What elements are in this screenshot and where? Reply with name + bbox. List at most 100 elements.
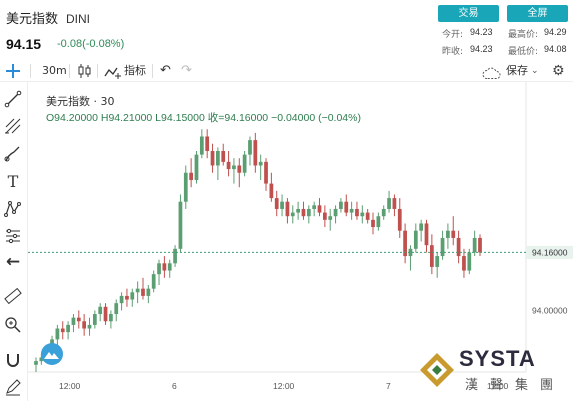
- undo-icon[interactable]: ↶: [160, 63, 171, 78]
- candle-body: [125, 295, 129, 300]
- pencil-lock-icon[interactable]: [3, 377, 23, 397]
- candle-body: [456, 237, 461, 257]
- candle-body: [119, 295, 124, 304]
- pattern-icon[interactable]: [3, 199, 23, 219]
- crosshair-icon[interactable]: [6, 64, 20, 78]
- low-value: 94.08: [544, 44, 567, 54]
- redo-icon[interactable]: ↷: [181, 63, 192, 78]
- candle-body: [66, 324, 70, 333]
- candle-body: [478, 237, 482, 253]
- candles-group: [34, 129, 482, 372]
- candle-body: [339, 201, 343, 209]
- candle-body: [258, 161, 263, 166]
- candle-body: [472, 237, 477, 253]
- candle-body: [199, 136, 204, 155]
- candle-body: [178, 201, 183, 249]
- x-tick-label: 7: [386, 381, 391, 391]
- candle-body: [141, 288, 145, 296]
- candle-body: [146, 288, 151, 296]
- candle-body: [157, 263, 161, 275]
- candle-body: [34, 361, 38, 365]
- symbol-title: 美元指数 DINI: [6, 8, 90, 27]
- toolbar-divider: [69, 64, 70, 78]
- trade-button[interactable]: 交易: [438, 5, 499, 22]
- x-tick-label: 12:00: [59, 381, 81, 391]
- cloud-icon[interactable]: [482, 65, 502, 81]
- candle-body: [71, 317, 76, 325]
- fib-tool-icon[interactable]: [3, 116, 23, 136]
- candle-body: [248, 140, 252, 155]
- magnet-icon[interactable]: [3, 350, 23, 370]
- candle-body: [205, 136, 210, 151]
- interval-button[interactable]: 30m: [42, 64, 67, 77]
- candle-body: [82, 321, 87, 329]
- chevron-down-icon[interactable]: ⌄: [531, 66, 539, 76]
- diamond-logo-icon: [420, 353, 454, 387]
- candle-body: [87, 324, 92, 329]
- candle-body: [403, 230, 407, 257]
- brush-icon[interactable]: [3, 144, 23, 164]
- symbol-code: DINI: [66, 12, 91, 26]
- candle-body: [60, 328, 65, 333]
- candle-body: [226, 161, 231, 170]
- candle-body: [333, 208, 338, 217]
- ohlc-legend: O94.20000 H94.21000 L94.15000 收=94.16000…: [46, 112, 361, 124]
- arrow-left-icon[interactable]: ←: [5, 252, 21, 272]
- candle-body: [92, 314, 97, 325]
- gear-icon[interactable]: ⚙: [552, 63, 565, 79]
- last-price-box: [526, 245, 573, 259]
- candle-body: [183, 172, 188, 202]
- drawing-toolbar: T ←: [0, 82, 28, 401]
- candle-body: [451, 230, 456, 238]
- save-button[interactable]: 保存: [506, 64, 528, 77]
- legend-symbol: 美元指数: [46, 95, 90, 108]
- candle-body: [194, 154, 199, 180]
- text-tool-icon[interactable]: T: [7, 172, 19, 191]
- zoom-in-icon[interactable]: [3, 315, 23, 335]
- indicators-button[interactable]: 指标: [124, 64, 146, 77]
- candle-body: [151, 274, 156, 289]
- toolbar-divider: [152, 64, 153, 78]
- candle-body: [98, 306, 103, 315]
- candle-body: [312, 205, 317, 209]
- candle-body: [371, 219, 375, 228]
- candle-body: [210, 150, 215, 166]
- candle-body: [167, 263, 172, 271]
- candles-icon[interactable]: [77, 63, 93, 79]
- candle-body: [216, 150, 220, 166]
- prev-close-label: 昨收:: [442, 47, 464, 57]
- candle-body: [39, 357, 44, 362]
- toolbar-divider: [97, 64, 98, 78]
- candle-body: [290, 212, 295, 217]
- candle-body: [162, 263, 167, 271]
- open-value: 94.23: [470, 27, 493, 37]
- watermark-chinese-name: 漢聲集團: [465, 378, 566, 393]
- fullscreen-button[interactable]: 全屏: [507, 5, 568, 22]
- candle-body: [376, 216, 381, 228]
- candle-body: [462, 256, 466, 271]
- candle-body: [344, 201, 349, 213]
- candle-body: [322, 212, 327, 220]
- candle-body: [285, 201, 290, 217]
- candle-body: [221, 150, 226, 162]
- logo-badge[interactable]: [41, 343, 63, 365]
- candle-body: [413, 230, 418, 249]
- candle-body: [274, 198, 279, 209]
- trend-line-icon[interactable]: [3, 89, 23, 109]
- candle-body: [109, 314, 113, 322]
- candle-body: [424, 223, 429, 246]
- x-tick-label: 12:00: [273, 381, 295, 391]
- indicators-icon[interactable]: [104, 64, 122, 80]
- candle-body: [232, 165, 236, 170]
- candle-body: [242, 154, 247, 173]
- forecast-icon[interactable]: [3, 226, 23, 246]
- x-tick-label: 6: [172, 381, 177, 391]
- candle-body: [130, 292, 135, 300]
- company-watermark: SYSTA 漢聲集團: [419, 346, 573, 401]
- chart-legend-title: 美元指数 · 30: [46, 95, 115, 108]
- candle-body: [280, 201, 284, 209]
- candle-body: [253, 140, 258, 166]
- candle-body: [360, 212, 365, 217]
- ruler-icon[interactable]: [3, 286, 23, 306]
- candle-body: [135, 288, 140, 293]
